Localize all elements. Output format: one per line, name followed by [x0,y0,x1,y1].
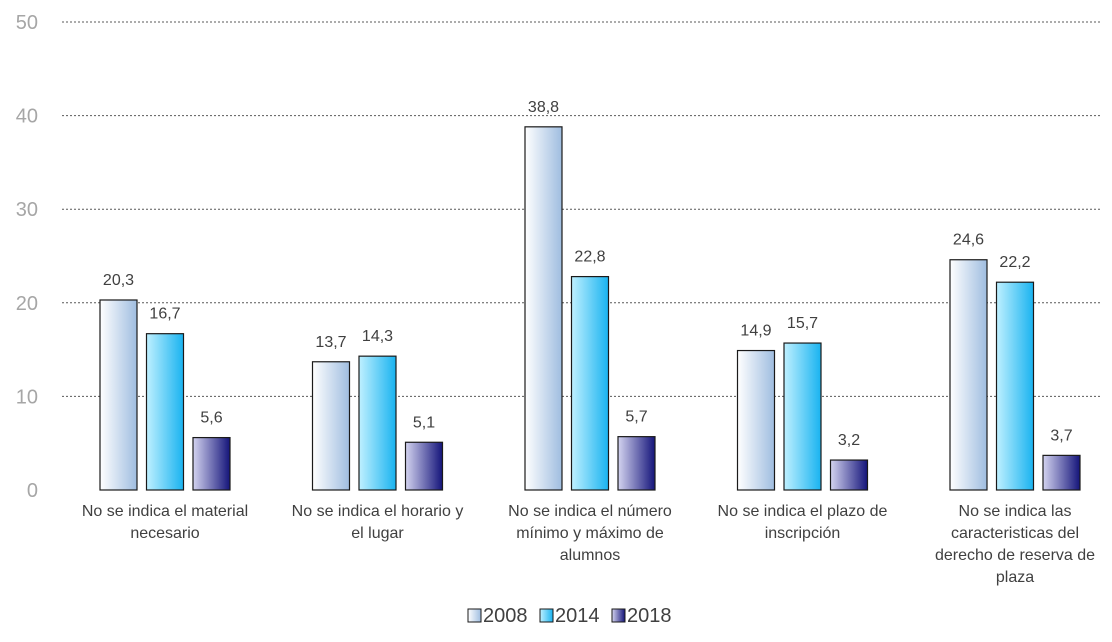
y-tick-label: 50 [16,12,38,34]
bar-2014 [570,275,610,491]
bar-2014 [145,333,185,491]
category-label: No se indica el horario y el lugar [292,503,464,542]
bar-2014 [995,281,1035,491]
y-tick-label: 0 [27,480,38,502]
bar-2018 [829,459,869,491]
bar-2008 [99,299,138,491]
category-label: No se indica el material necesario [82,503,248,542]
data-label: 13,7 [315,334,346,351]
bar-2008 [524,126,563,491]
y-tick-label: 20 [16,293,38,315]
bar-2018 [1042,454,1081,491]
legend: 2008 2014 2018 [467,605,672,627]
data-label: 3,2 [838,432,860,449]
bar-2014 [358,355,397,491]
data-label: 24,6 [953,232,984,249]
data-label: 3,7 [1050,427,1072,444]
data-label: 5,1 [413,414,435,431]
data-label: 22,8 [574,249,605,266]
y-tick-label: 40 [16,106,38,128]
bars [99,126,1081,491]
data-labels: 20,3 16,7 5,6 13,7 14,3 5,1 38,8 22,8 5,7 14,9 15,… [103,99,1073,449]
bar-2008 [949,259,988,491]
data-label: 14,9 [740,323,771,340]
legend-swatch-2018 [611,608,626,623]
y-axis-ticks: 0 10 20 30 40 50 [16,12,38,502]
legend-label-2018: 2018 [627,605,672,627]
bar-2018 [192,436,231,491]
legend-label-2008: 2008 [483,605,528,627]
category-label: No se indica el plazo de inscripción [718,503,888,542]
bar-2014 [783,342,822,491]
bar-2018 [617,436,656,491]
data-label: 15,7 [787,315,818,332]
data-label: 5,6 [200,410,222,427]
y-tick-label: 10 [16,386,38,408]
bar-2018 [404,441,444,491]
data-label: 16,7 [149,306,180,323]
category-label: No se indica el número mínimo y máximo de… [508,503,672,564]
data-label: 20,3 [103,272,134,289]
bar-2008 [736,349,776,491]
data-label: 38,8 [528,99,559,116]
bar-2008 [311,361,351,491]
data-label: 5,7 [625,409,647,426]
legend-swatch-2008 [467,608,482,623]
legend-swatch-2014 [539,608,554,623]
y-tick-label: 30 [16,199,38,221]
legend-label-2014: 2014 [555,605,600,627]
x-axis-categories: No se indica el material necesario No se i… [82,503,1095,586]
data-label: 14,3 [362,328,393,345]
category-label: No se indica las caracteristicas del derec… [935,503,1095,586]
data-label: 22,2 [999,254,1030,271]
